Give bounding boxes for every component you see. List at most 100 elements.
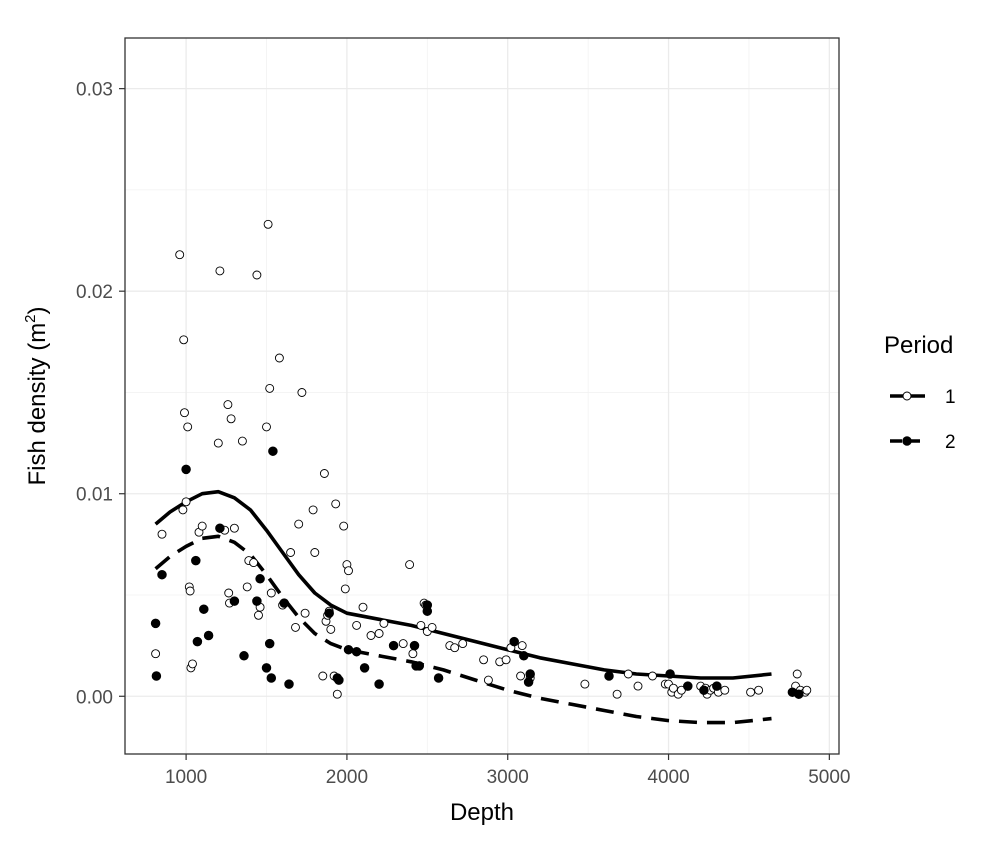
point-period-1 — [179, 335, 189, 345]
point-period-1 — [252, 270, 262, 280]
point-period-1 — [580, 679, 590, 689]
point-period-1 — [746, 687, 756, 697]
point-period-1 — [157, 529, 167, 539]
point-period-2 — [255, 574, 265, 584]
point-period-1 — [178, 505, 188, 515]
point-period-2 — [604, 671, 614, 681]
point-period-2 — [794, 689, 804, 699]
point-period-2 — [509, 636, 519, 647]
point-period-1 — [802, 685, 812, 695]
point-period-2 — [229, 596, 240, 606]
legend-label-1: 1 — [945, 387, 956, 408]
point-period-1 — [185, 586, 195, 596]
point-period-1 — [648, 671, 657, 681]
point-period-2 — [409, 640, 420, 651]
point-period-2 — [239, 651, 249, 661]
point-period-2 — [422, 606, 433, 616]
x-tick-label: 4000 — [647, 767, 689, 788]
point-period-1 — [242, 582, 252, 592]
point-period-1 — [224, 588, 234, 598]
y-tick-label: 0.00 — [76, 687, 113, 708]
x-tick-label: 1000 — [165, 767, 207, 788]
point-period-1 — [366, 631, 376, 640]
point-period-1 — [408, 649, 418, 659]
data-points — [150, 219, 812, 699]
point-period-1 — [501, 655, 511, 665]
point-period-2 — [374, 679, 384, 689]
point-period-1 — [263, 219, 273, 229]
point-period-2 — [279, 598, 289, 608]
point-period-1 — [266, 588, 276, 598]
point-period-2 — [150, 618, 161, 629]
legend-key-marker-1 — [902, 391, 912, 401]
panel-border — [124, 37, 840, 755]
point-period-1 — [326, 624, 336, 634]
legend-key-marker-2 — [902, 436, 912, 446]
point-period-2 — [151, 671, 162, 681]
point-period-2 — [665, 669, 675, 679]
point-period-1 — [405, 560, 415, 570]
point-period-2 — [433, 673, 444, 683]
point-period-1 — [344, 566, 353, 576]
x-tick-label: 3000 — [487, 767, 529, 788]
point-period-1 — [792, 669, 802, 679]
point-period-1 — [340, 584, 350, 594]
point-period-1 — [668, 683, 678, 693]
point-period-1 — [286, 548, 296, 557]
point-period-1 — [291, 622, 300, 632]
point-period-1 — [262, 422, 271, 432]
point-period-1 — [229, 523, 239, 533]
point-period-1 — [180, 408, 189, 418]
legend-entry-2: 2 — [890, 432, 956, 453]
point-period-2 — [264, 638, 275, 649]
point-period-1 — [181, 497, 191, 507]
point-period-2 — [157, 569, 167, 580]
point-period-1 — [516, 671, 526, 681]
point-period-1 — [223, 400, 233, 410]
point-period-1 — [237, 436, 247, 446]
point-period-1 — [352, 620, 362, 630]
point-period-2 — [192, 636, 203, 647]
legend-label-2: 2 — [945, 432, 956, 453]
point-period-1 — [374, 629, 384, 638]
grid-minor — [125, 38, 839, 754]
point-period-2 — [215, 523, 225, 533]
point-period-1 — [274, 353, 284, 363]
point-period-1 — [213, 438, 223, 448]
legend-entry-1: 1 — [890, 387, 956, 408]
point-period-2 — [191, 555, 201, 566]
point-period-1 — [427, 622, 437, 632]
point-period-2 — [284, 679, 294, 689]
point-period-1 — [254, 610, 263, 620]
point-period-1 — [358, 602, 368, 612]
y-axis-title-main: Fish density (m — [24, 323, 51, 486]
point-period-2 — [699, 685, 709, 695]
point-period-2 — [525, 669, 535, 679]
point-period-1 — [633, 681, 643, 691]
point-period-2 — [523, 677, 534, 687]
point-period-1 — [175, 250, 185, 260]
y-tick-label: 0.03 — [76, 80, 113, 101]
y-tick-label: 0.01 — [76, 485, 113, 506]
point-period-1 — [331, 499, 341, 509]
point-period-1 — [754, 685, 764, 695]
point-period-2 — [266, 673, 277, 683]
y-axis-title: Fish density (m2) — [22, 306, 51, 485]
point-period-2 — [414, 661, 425, 671]
point-period-1 — [379, 618, 389, 628]
point-period-2 — [181, 464, 191, 475]
point-period-1 — [612, 689, 622, 699]
point-period-1 — [197, 521, 207, 531]
y-axis-title-superscript: 2 — [22, 314, 39, 322]
legend: Period 1 2 — [884, 332, 956, 453]
point-period-2 — [388, 640, 399, 651]
point-period-2 — [351, 646, 362, 657]
point-period-1 — [398, 639, 408, 649]
x-tick-label: 5000 — [808, 767, 850, 788]
point-period-2 — [343, 644, 354, 655]
point-period-1 — [297, 388, 307, 397]
legend-title: Period — [884, 332, 953, 359]
point-period-1 — [319, 469, 329, 478]
point-period-2 — [519, 651, 529, 661]
